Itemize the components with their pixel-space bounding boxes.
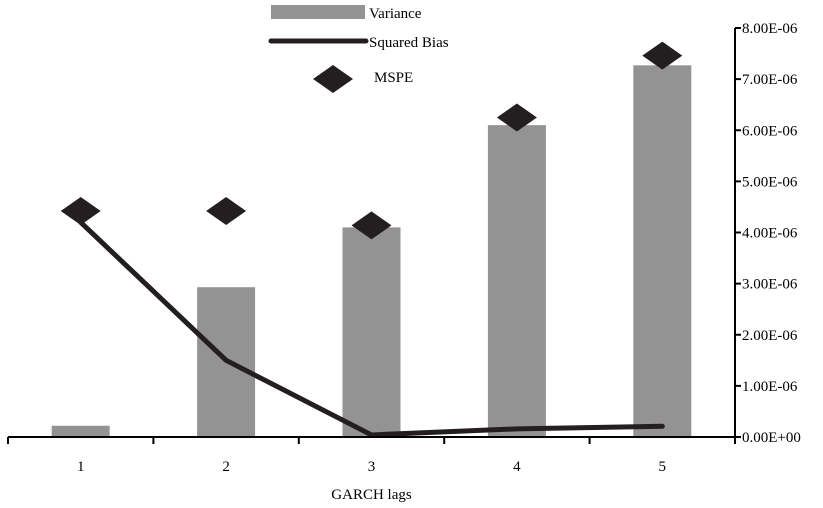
legend-mspe-label: MSPE — [374, 70, 413, 86]
legend-mspe-swatch — [313, 65, 353, 93]
y-tick-label: 5.00E-06 — [742, 174, 798, 190]
plot-area — [51, 41, 692, 438]
y-tick-label: 6.00E-06 — [742, 123, 798, 139]
y-tick-label: 7.00E-06 — [742, 72, 798, 88]
mspe-marker-2 — [206, 197, 247, 226]
x-tick-label: 5 — [659, 459, 667, 475]
squared-bias-series — [78, 219, 665, 438]
y-tick-label: 2.00E-06 — [742, 328, 798, 344]
y-tick-label: 0.00E+00 — [742, 430, 801, 446]
x-tick-label: 4 — [513, 459, 521, 475]
variance-bar-1 — [51, 425, 110, 437]
x-tick-label: 2 — [222, 459, 230, 475]
legend-squared-bias-label: Squared Bias — [369, 35, 449, 51]
y-tick-label: 4.00E-06 — [742, 226, 798, 242]
legend: Variance Squared Bias MSPE — [268, 5, 449, 93]
mspe-markers — [60, 41, 683, 240]
y-tick-label: 3.00E-06 — [742, 277, 798, 293]
y-tick-label: 8.00E-06 — [742, 21, 798, 37]
x-tick-label: 1 — [77, 459, 85, 475]
x-axis-title: GARCH lags — [331, 487, 412, 503]
squared-bias-line — [78, 219, 665, 438]
mspe-marker-4 — [496, 103, 537, 132]
legend-variance-label: Variance — [369, 6, 422, 22]
x-axis: 1 2 3 4 5 — [7, 436, 736, 475]
mspe-marker-5 — [642, 41, 683, 70]
y-tick-label: 1.00E-06 — [742, 379, 798, 395]
x-tick-label: 3 — [368, 459, 376, 475]
y-axis: 0.00E+00 1.00E-06 2.00E-06 3.00E-06 4.00E-06… — [734, 21, 801, 446]
variance-bar-5 — [633, 65, 692, 437]
variance-bars — [51, 65, 692, 437]
mspe-marker-3 — [351, 211, 392, 240]
variance-bar-3 — [342, 227, 401, 437]
mspe-marker-1 — [60, 197, 101, 226]
legend-variance-swatch — [271, 5, 365, 19]
variance-bar-4 — [487, 125, 546, 437]
